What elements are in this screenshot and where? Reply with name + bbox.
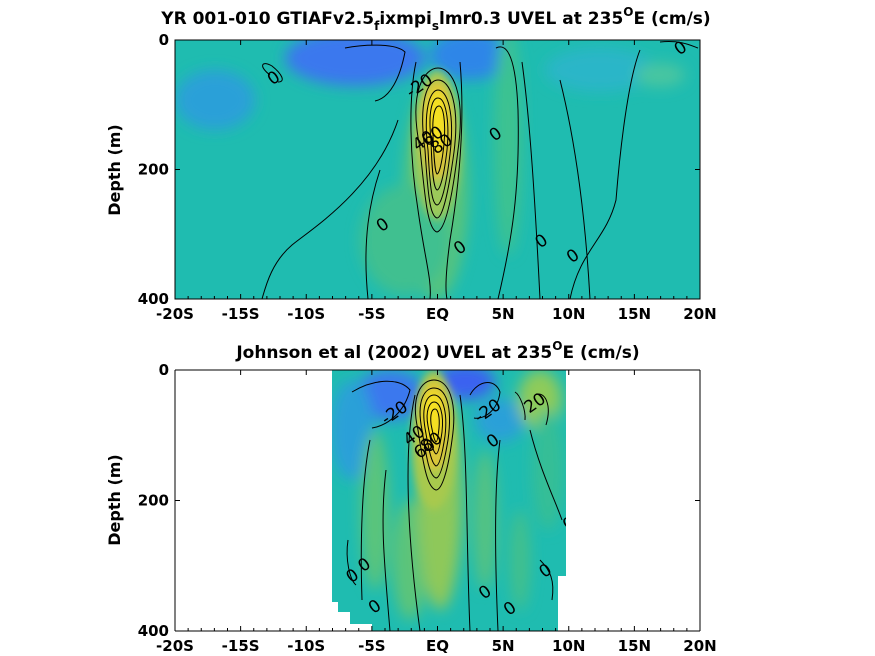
- x-tick-label: EQ: [426, 305, 449, 323]
- x-tick-label: 10N: [552, 637, 585, 655]
- obs-title: Johnson et al (2002) UVEL at 235OE (cm/s…: [235, 339, 639, 363]
- x-tick-label: -5S: [358, 637, 385, 655]
- model-westward-core-south: [285, 40, 425, 86]
- model-contours: [261, 41, 699, 299]
- obs-contours: [346, 379, 563, 631]
- x-tick-label: 20N: [683, 305, 716, 323]
- x-tick-label: 20N: [683, 637, 716, 655]
- obs-westward-core-south: [355, 370, 425, 420]
- x-tick-label: 10N: [552, 305, 585, 323]
- x-tick-label: 5N: [492, 305, 515, 323]
- model-title: YR 001-010 GTIAFv2.5fixmpislmr0.3 UVEL a…: [160, 5, 710, 33]
- model-panel: YR 001-010 GTIAFv2.5fixmpislmr0.3 UVEL a…: [105, 5, 717, 323]
- x-tick-label: -20S: [156, 305, 194, 323]
- x-tick-label: 15N: [618, 637, 651, 655]
- obs-panel: Johnson et al (2002) UVEL at 235OE (cm/s…: [105, 339, 717, 655]
- model-ylabel: Depth (m): [105, 124, 124, 216]
- obs-ylabel: Depth (m): [105, 454, 124, 546]
- x-tick-label: -10S: [287, 305, 325, 323]
- y-tick-label: 0: [159, 31, 169, 49]
- obs-westward-core-north: [435, 370, 495, 400]
- contour-label: 0: [559, 513, 579, 536]
- y-tick-label: 200: [138, 161, 169, 179]
- model-axis-ticks: -20S -15S -10S -5S EQ 5N 10N 15N 20N 0 200 400: [138, 31, 717, 323]
- y-tick-label: 400: [138, 290, 169, 308]
- x-tick-label: -20S: [156, 637, 194, 655]
- y-tick-label: 200: [138, 492, 169, 510]
- obs-axis-ticks: -20S -15S -10S -5S EQ 5N 10N 15N 20N 0 200 400: [138, 361, 717, 655]
- x-tick-label: -10S: [287, 637, 325, 655]
- y-tick-label: 0: [159, 361, 169, 379]
- x-tick-label: -15S: [222, 305, 260, 323]
- x-tick-label: 15N: [618, 305, 651, 323]
- x-tick-label: EQ: [426, 637, 449, 655]
- model-westward-core-north: [430, 40, 510, 80]
- x-tick-label: 5N: [492, 637, 515, 655]
- y-tick-label: 400: [138, 622, 169, 640]
- x-tick-label: -15S: [222, 637, 260, 655]
- x-tick-label: -5S: [358, 305, 385, 323]
